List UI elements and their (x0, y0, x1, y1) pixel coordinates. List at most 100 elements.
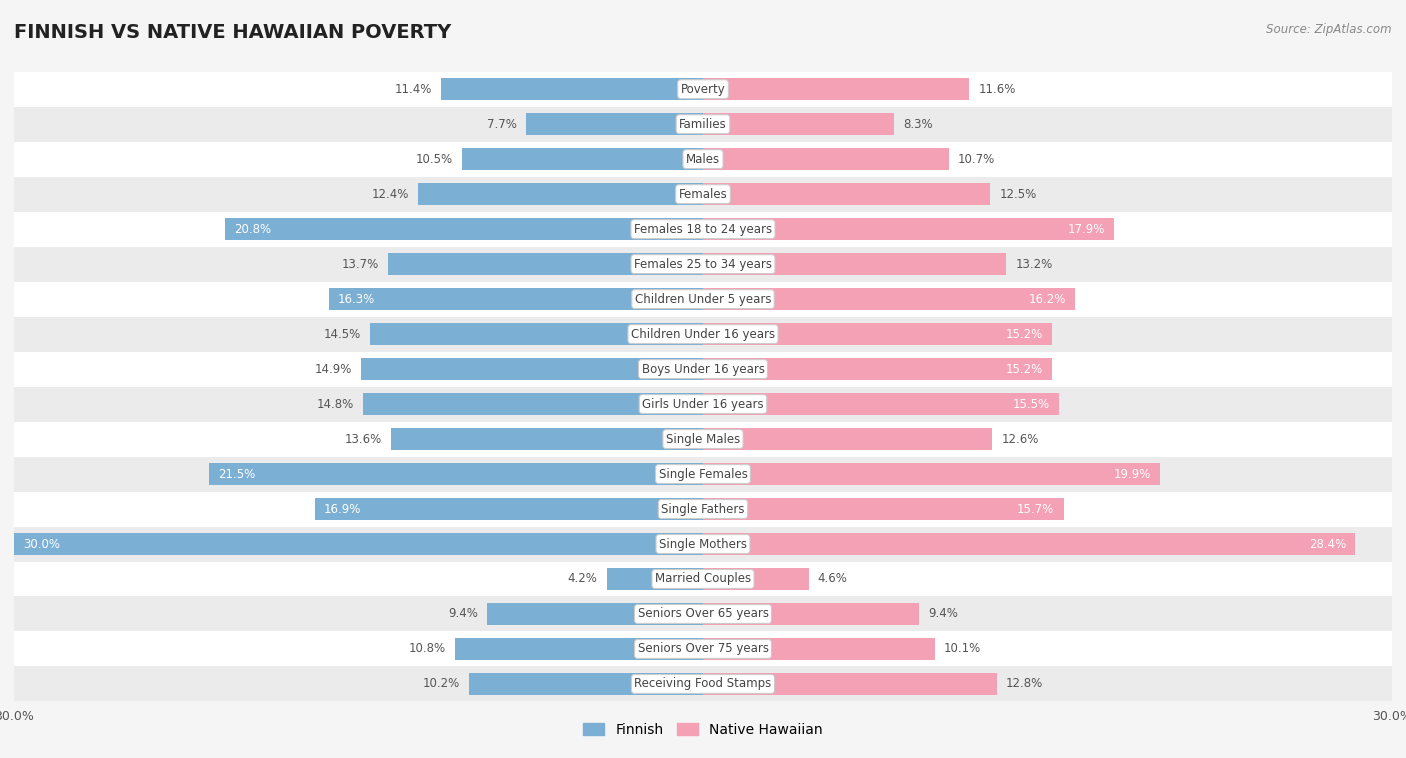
Bar (14, 317, 1392, 352)
Text: 30.0%: 30.0% (24, 537, 60, 550)
Legend: Finnish, Native Hawaiian: Finnish, Native Hawaiian (578, 718, 828, 743)
Text: Males: Males (686, 152, 720, 166)
Bar (486, 603, 703, 625)
Text: Children Under 16 years: Children Under 16 years (631, 327, 775, 340)
Text: 20.8%: 20.8% (235, 223, 271, 236)
Text: Families: Families (679, 117, 727, 130)
Bar (370, 323, 703, 345)
Text: 16.3%: 16.3% (337, 293, 375, 305)
Bar (418, 183, 703, 205)
Text: 12.8%: 12.8% (1007, 678, 1043, 691)
Text: 17.9%: 17.9% (1067, 223, 1105, 236)
Text: 9.4%: 9.4% (449, 607, 478, 621)
Text: Single Females: Single Females (658, 468, 748, 481)
Bar (14, 533, 703, 555)
Bar (703, 498, 1063, 520)
Text: 14.5%: 14.5% (323, 327, 361, 340)
Text: 4.6%: 4.6% (818, 572, 848, 585)
Text: 14.9%: 14.9% (315, 362, 352, 375)
Text: 10.1%: 10.1% (945, 643, 981, 656)
Text: Females 25 to 34 years: Females 25 to 34 years (634, 258, 772, 271)
Text: 4.2%: 4.2% (568, 572, 598, 585)
Text: Seniors Over 75 years: Seniors Over 75 years (637, 643, 769, 656)
Bar (703, 568, 808, 590)
Bar (703, 393, 1059, 415)
Bar (703, 673, 997, 695)
Bar (703, 253, 1007, 275)
Bar (703, 359, 1052, 380)
Text: Boys Under 16 years: Boys Under 16 years (641, 362, 765, 375)
Bar (388, 253, 703, 275)
Text: 13.6%: 13.6% (344, 433, 381, 446)
Bar (363, 393, 703, 415)
Text: Married Couples: Married Couples (655, 572, 751, 585)
Bar (14, 142, 1392, 177)
Text: Females 18 to 24 years: Females 18 to 24 years (634, 223, 772, 236)
Bar (361, 359, 703, 380)
Bar (225, 218, 703, 240)
Bar (456, 638, 703, 659)
Bar (703, 463, 1160, 485)
Bar (329, 288, 703, 310)
Bar (526, 114, 703, 135)
Bar (703, 183, 990, 205)
Text: 12.6%: 12.6% (1001, 433, 1039, 446)
Text: Children Under 5 years: Children Under 5 years (634, 293, 772, 305)
Text: 12.5%: 12.5% (1000, 188, 1036, 201)
Text: 19.9%: 19.9% (1114, 468, 1152, 481)
Bar (14, 666, 1392, 701)
Text: 15.5%: 15.5% (1012, 398, 1050, 411)
Bar (703, 78, 969, 100)
Text: Source: ZipAtlas.com: Source: ZipAtlas.com (1267, 23, 1392, 36)
Text: 15.2%: 15.2% (1005, 362, 1043, 375)
Bar (14, 177, 1392, 211)
Text: FINNISH VS NATIVE HAWAIIAN POVERTY: FINNISH VS NATIVE HAWAIIAN POVERTY (14, 23, 451, 42)
Text: 13.7%: 13.7% (342, 258, 380, 271)
Bar (703, 149, 949, 170)
Text: 8.3%: 8.3% (903, 117, 932, 130)
Bar (703, 288, 1076, 310)
Text: 15.7%: 15.7% (1017, 503, 1054, 515)
Bar (14, 597, 1392, 631)
Text: 16.9%: 16.9% (325, 503, 361, 515)
Bar (703, 428, 993, 450)
Bar (14, 631, 1392, 666)
Bar (14, 387, 1392, 421)
Text: 10.2%: 10.2% (422, 678, 460, 691)
Text: 11.4%: 11.4% (395, 83, 432, 96)
Bar (703, 323, 1052, 345)
Bar (209, 463, 703, 485)
Bar (14, 246, 1392, 282)
Text: 10.5%: 10.5% (416, 152, 453, 166)
Bar (703, 603, 920, 625)
Bar (14, 352, 1392, 387)
Text: 12.4%: 12.4% (371, 188, 409, 201)
Text: 10.8%: 10.8% (409, 643, 446, 656)
Text: Single Males: Single Males (666, 433, 740, 446)
Bar (14, 527, 1392, 562)
Text: 28.4%: 28.4% (1309, 537, 1346, 550)
Bar (703, 218, 1114, 240)
Bar (391, 428, 703, 450)
Text: Seniors Over 65 years: Seniors Over 65 years (637, 607, 769, 621)
Text: 21.5%: 21.5% (218, 468, 256, 481)
Text: Poverty: Poverty (681, 83, 725, 96)
Bar (703, 533, 1355, 555)
Text: 7.7%: 7.7% (486, 117, 517, 130)
Text: Girls Under 16 years: Girls Under 16 years (643, 398, 763, 411)
Bar (315, 498, 703, 520)
Bar (14, 456, 1392, 491)
Bar (703, 114, 894, 135)
Text: 16.2%: 16.2% (1028, 293, 1066, 305)
Text: 14.8%: 14.8% (316, 398, 354, 411)
Bar (14, 72, 1392, 107)
Bar (14, 491, 1392, 527)
Text: 9.4%: 9.4% (928, 607, 957, 621)
Bar (468, 673, 703, 695)
Bar (606, 568, 703, 590)
Text: Females: Females (679, 188, 727, 201)
Text: Single Fathers: Single Fathers (661, 503, 745, 515)
Bar (14, 421, 1392, 456)
Bar (14, 211, 1392, 246)
Text: 13.2%: 13.2% (1015, 258, 1053, 271)
